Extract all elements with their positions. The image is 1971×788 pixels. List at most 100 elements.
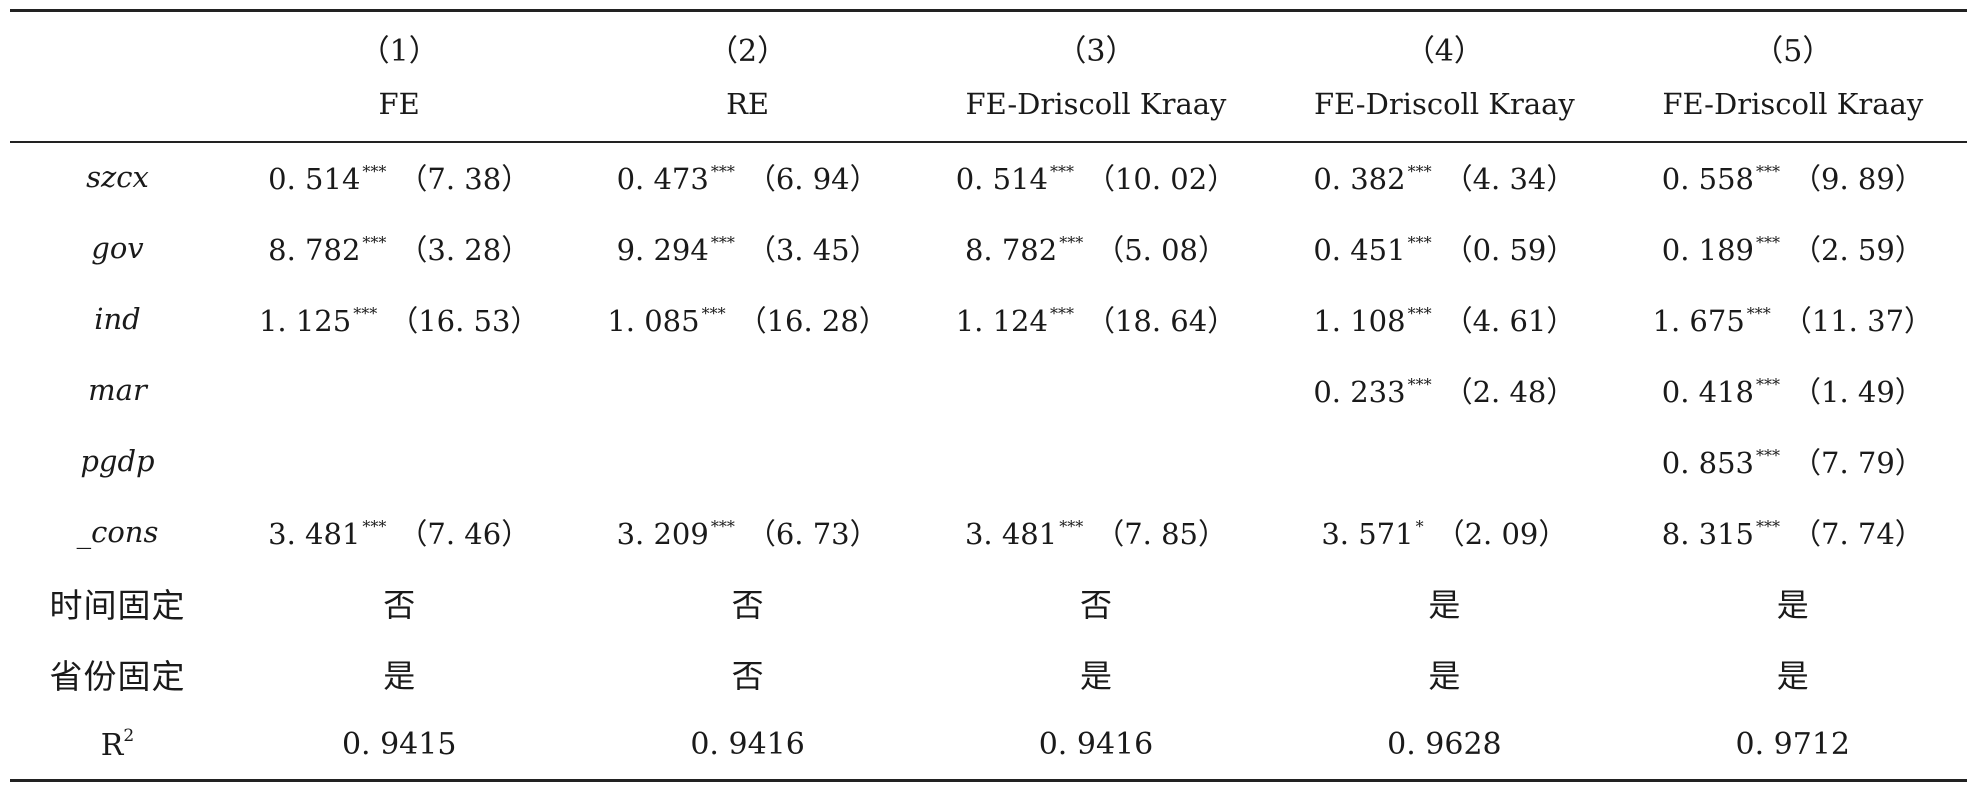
coefficient: 0. 451 — [1313, 232, 1406, 267]
fixed-effect-value: 是 — [1079, 656, 1112, 695]
estimate-cell: 1. 125 *** （16. 53） — [225, 283, 573, 354]
significance-stars: *** — [1756, 232, 1780, 252]
header-corner-2 — [10, 74, 225, 141]
coefficient: 9. 294 — [616, 232, 709, 267]
col-model-5: FE-Driscoll Kraay — [1662, 86, 1924, 121]
estimate-cell: 0. 189 *** （2. 59） — [1619, 212, 1967, 283]
r-squared-value-cell: 0. 9628 — [1270, 709, 1618, 780]
significance-stars: *** — [1756, 374, 1780, 394]
fixed-effect-value: 是 — [1428, 656, 1461, 695]
table-row: gov 8. 782 *** （3. 28） 9. 294 *** （3. 45） 8. 78… — [10, 212, 1967, 283]
col-number-3: （3） — [1056, 34, 1136, 69]
significance-stars: *** — [1407, 374, 1432, 394]
t-statistic: （7. 46） — [398, 516, 531, 551]
col-model-1: FE — [378, 86, 420, 121]
fixed-effect-value-cell: 是 — [1619, 567, 1967, 638]
r-squared-value-cell: 0. 9416 — [573, 709, 921, 780]
t-statistic: （2. 09） — [1435, 516, 1568, 551]
header-model-row: FE RE FE-Driscoll Kraay FE-Driscoll Kraa… — [10, 74, 1967, 141]
t-statistic: （0. 59） — [1443, 232, 1576, 267]
table-body: szcx 0. 514 *** （7. 38） 0. 473 *** （6. 94） 0. 5… — [10, 141, 1967, 780]
estimate-cell — [922, 425, 1270, 496]
header-rule — [10, 141, 1967, 143]
fixed-effect-value: 是 — [1428, 585, 1461, 624]
variable-name: pgdp — [80, 443, 155, 478]
r-squared-row: R2 0. 9415 0. 9416 0. 9416 0. 9628 0. 9712 — [10, 709, 1967, 780]
significance-stars: *** — [362, 516, 387, 536]
significance-stars: *** — [1407, 303, 1432, 323]
fixed-effect-label-cell: 时间固定 — [10, 567, 225, 638]
estimate-cell: 0. 473 *** （6. 94） — [573, 141, 921, 212]
significance-stars: *** — [1756, 445, 1780, 465]
coefficient: 1. 108 — [1313, 303, 1406, 338]
coefficient: 0. 853 — [1661, 445, 1754, 480]
estimate-cell — [573, 354, 921, 425]
significance-stars: *** — [1049, 303, 1074, 323]
significance-stars: * — [1415, 516, 1424, 536]
estimate-cell: 8. 315 *** （7. 74） — [1619, 496, 1967, 567]
variable-name-cell: _cons — [10, 496, 225, 567]
regression-table: （1） （2） （3） （4） （5） FE RE FE-Driscoll Kr… — [10, 12, 1967, 780]
t-statistic: （16. 28） — [737, 303, 888, 338]
coefficient: 1. 675 — [1652, 303, 1745, 338]
estimate-cell: 8. 782 *** （3. 28） — [225, 212, 573, 283]
fixed-effect-value: 是 — [1776, 656, 1809, 695]
coefficient: 8. 782 — [268, 232, 361, 267]
coefficient: 3. 481 — [268, 516, 361, 551]
significance-stars: *** — [1746, 303, 1771, 323]
table-row: pgdp 0. 853 *** （7. 79） — [10, 425, 1967, 496]
significance-stars: *** — [1059, 232, 1084, 252]
variable-name-cell: pgdp — [10, 425, 225, 496]
estimate-cell: 0. 514 *** （10. 02） — [922, 141, 1270, 212]
fixed-effect-value-cell: 是 — [1270, 638, 1618, 709]
variable-name-cell: mar — [10, 354, 225, 425]
col-number-2: （2） — [708, 34, 788, 69]
coefficient: 3. 209 — [616, 516, 709, 551]
variable-name: mar — [88, 372, 147, 407]
estimate-cell: 3. 481 *** （7. 85） — [922, 496, 1270, 567]
significance-stars: *** — [362, 232, 387, 252]
r-squared-value: 0. 9415 — [341, 727, 457, 762]
header-corner — [10, 12, 225, 74]
significance-stars: *** — [1407, 232, 1432, 252]
estimate-cell: 1. 108 *** （4. 61） — [1270, 283, 1618, 354]
estimate-cell: 3. 481 *** （7. 46） — [225, 496, 573, 567]
estimate-cell — [922, 354, 1270, 425]
t-statistic: （11. 37） — [1782, 303, 1934, 338]
fixed-effect-value: 是 — [383, 656, 416, 695]
t-statistic: （3. 28） — [398, 232, 531, 267]
t-statistic: （4. 61） — [1443, 303, 1576, 338]
t-statistic: （10. 02） — [1085, 161, 1237, 196]
col-number-1: （1） — [359, 34, 439, 69]
coefficient: 0. 418 — [1661, 374, 1754, 409]
fixed-effect-value: 否 — [383, 585, 416, 624]
table-row: _cons 3. 481 *** （7. 46） 3. 209 *** （6. 73） 3. … — [10, 496, 1967, 567]
coefficient: 0. 233 — [1313, 374, 1406, 409]
fixed-effect-label: 时间固定 — [49, 585, 186, 625]
variable-name: gov — [91, 230, 144, 265]
coefficient: 8. 782 — [964, 232, 1058, 267]
r-squared-value-cell: 0. 9712 — [1619, 709, 1967, 780]
significance-stars: *** — [1756, 516, 1780, 536]
estimate-cell: 0. 418 *** （1. 49） — [1619, 354, 1967, 425]
col-number-4: （4） — [1404, 34, 1484, 69]
estimate-cell: 0. 382 *** （4. 34） — [1270, 141, 1618, 212]
t-statistic: （6. 73） — [746, 516, 879, 551]
estimate-cell — [1270, 425, 1618, 496]
r-squared-value: 0. 9416 — [690, 727, 805, 762]
fixed-effect-value-cell: 否 — [573, 638, 921, 709]
estimate-cell: 9. 294 *** （3. 45） — [573, 212, 921, 283]
t-statistic: （6. 94） — [746, 161, 879, 196]
t-statistic: （18. 64） — [1085, 303, 1237, 338]
fixed-effect-label-cell: 省份固定 — [10, 638, 225, 709]
estimate-cell — [225, 425, 573, 496]
estimate-cell: 1. 085 *** （16. 28） — [573, 283, 921, 354]
estimate-cell — [573, 425, 921, 496]
fixed-effect-value-cell: 是 — [922, 638, 1270, 709]
fixed-effect-value-cell: 是 — [1270, 567, 1618, 638]
top-rule — [10, 9, 1967, 12]
coefficient: 0. 514 — [955, 161, 1048, 196]
t-statistic: （2. 48） — [1443, 374, 1576, 409]
col-model-2: RE — [726, 86, 770, 121]
